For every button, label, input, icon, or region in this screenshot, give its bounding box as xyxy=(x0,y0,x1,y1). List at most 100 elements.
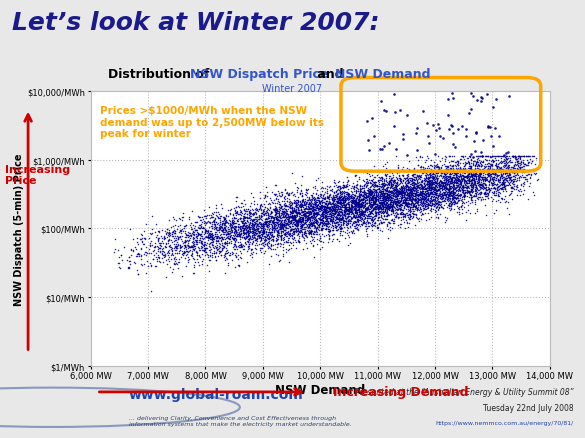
Point xyxy=(481,187,490,194)
Point xyxy=(283,213,292,220)
Point xyxy=(388,199,397,206)
Point xyxy=(239,231,249,238)
Point xyxy=(315,235,325,242)
Point xyxy=(337,214,346,221)
Point xyxy=(309,216,319,223)
Point xyxy=(308,230,318,237)
Point xyxy=(278,237,288,244)
Point xyxy=(440,184,449,191)
Point xyxy=(274,217,283,224)
Point xyxy=(239,221,249,228)
Point xyxy=(312,211,321,218)
Point xyxy=(307,205,316,212)
Point xyxy=(447,158,456,165)
Point xyxy=(484,185,494,192)
Point xyxy=(291,226,301,233)
Point xyxy=(199,243,209,250)
Point xyxy=(528,166,538,173)
Point xyxy=(391,186,401,193)
Point xyxy=(361,198,370,205)
Point xyxy=(457,194,467,201)
Point xyxy=(327,207,336,214)
Point xyxy=(445,202,454,209)
Point xyxy=(350,202,360,209)
Point xyxy=(353,202,363,209)
Point xyxy=(390,214,400,221)
Point xyxy=(342,206,352,213)
Point xyxy=(322,209,331,216)
Point xyxy=(412,147,421,154)
Point xyxy=(474,161,483,168)
Point xyxy=(465,189,474,196)
Point xyxy=(352,201,361,208)
Point xyxy=(287,201,297,208)
Point xyxy=(286,213,295,220)
Point xyxy=(415,174,425,181)
Point xyxy=(439,175,448,182)
Point xyxy=(407,200,416,207)
Point xyxy=(450,198,459,205)
Point xyxy=(417,191,426,198)
Point xyxy=(408,206,418,213)
Point xyxy=(310,214,319,221)
Point xyxy=(259,237,269,244)
Point xyxy=(436,185,445,192)
Point xyxy=(421,184,430,191)
Point xyxy=(308,205,318,212)
Point xyxy=(466,196,475,203)
Point xyxy=(467,186,477,193)
Point xyxy=(439,182,448,189)
Point xyxy=(338,214,347,221)
Point xyxy=(347,208,356,215)
Point xyxy=(371,194,380,201)
Point xyxy=(397,184,407,191)
Point xyxy=(395,199,405,206)
Point xyxy=(524,159,533,166)
Point xyxy=(393,204,402,211)
Point xyxy=(398,199,408,206)
Point xyxy=(303,191,312,198)
Point xyxy=(285,228,295,235)
Point xyxy=(389,186,398,193)
Point xyxy=(464,185,474,192)
Point xyxy=(214,245,223,252)
Point xyxy=(273,216,282,223)
Point xyxy=(491,191,500,198)
Point xyxy=(214,214,223,221)
Point xyxy=(283,212,292,219)
Point xyxy=(464,188,473,195)
Point xyxy=(425,191,435,198)
Point xyxy=(471,182,480,189)
Point xyxy=(297,219,307,226)
Point xyxy=(530,171,539,178)
Point xyxy=(384,175,394,182)
Point xyxy=(456,179,466,186)
Point xyxy=(385,196,394,203)
Point xyxy=(494,189,503,196)
Point xyxy=(362,196,371,203)
Point xyxy=(412,180,421,187)
Point xyxy=(383,196,393,203)
Point xyxy=(343,193,353,200)
Point xyxy=(347,203,356,210)
Point xyxy=(161,257,170,264)
Point xyxy=(232,230,241,237)
Point xyxy=(473,176,482,183)
Point xyxy=(238,246,247,253)
Point xyxy=(474,166,483,173)
Point xyxy=(185,230,194,237)
Point xyxy=(446,189,455,196)
Point xyxy=(318,210,327,217)
Point xyxy=(318,203,328,210)
Point xyxy=(432,161,441,168)
Point xyxy=(265,218,274,225)
Point xyxy=(470,173,479,180)
Point xyxy=(423,189,432,196)
Point xyxy=(346,228,356,235)
Point xyxy=(152,243,161,250)
Point xyxy=(239,227,249,234)
Point xyxy=(306,228,315,235)
Point xyxy=(346,205,355,212)
Point xyxy=(371,192,380,199)
Point xyxy=(328,223,338,230)
